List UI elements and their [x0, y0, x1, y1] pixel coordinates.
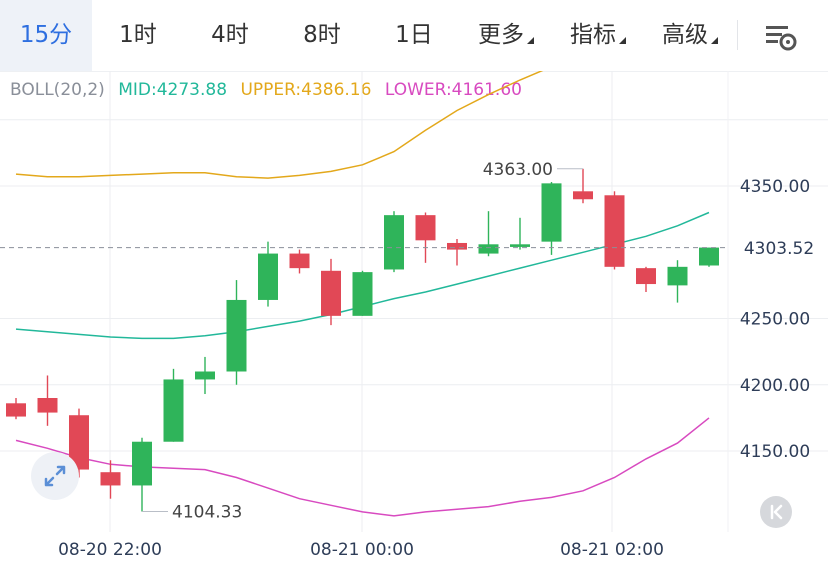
tab-label: 8时	[303, 22, 341, 48]
candle-up	[478, 244, 499, 254]
candle-up	[667, 266, 688, 286]
caret-down-icon	[619, 37, 626, 44]
tab-label: 1日	[395, 22, 433, 48]
candle-up	[510, 244, 530, 247]
timeframe-toolbar: 15分 1时 4时 8时 1日 更多 指标 高级	[0, 0, 828, 72]
candle-down	[321, 270, 341, 316]
tab-label: 4时	[211, 22, 249, 48]
candle-down	[447, 242, 467, 250]
high-annotation: 4363.00	[483, 160, 553, 180]
candle-down	[6, 403, 26, 417]
tab-label: 高级	[662, 22, 708, 48]
candle-up	[195, 371, 215, 380]
tab-1h[interactable]: 1时	[92, 0, 184, 71]
toolbar-divider	[737, 20, 738, 50]
tab-indicators[interactable]: 指标	[552, 0, 644, 71]
low-annotation: 4104.33	[172, 503, 242, 523]
candle-down	[415, 215, 436, 241]
current-price-tag: 4303.52	[730, 236, 828, 262]
candle-down	[636, 268, 656, 285]
y-tick-label: 4200.00	[740, 376, 810, 396]
boll-lower-line	[15, 417, 710, 517]
caret-down-icon	[527, 37, 534, 44]
tab-advanced[interactable]: 高级	[644, 0, 736, 71]
candlestick-chart[interactable]: 4350.00 4250.00 4200.00 4150.00 4363.00 4104.…	[0, 71, 828, 532]
candle-down	[100, 472, 121, 486]
collapse-left-icon[interactable]	[760, 496, 792, 528]
x-tick-label: 08-20 22:00	[58, 540, 162, 560]
tab-15m[interactable]: 15分	[0, 0, 92, 71]
candle-down	[573, 191, 593, 200]
y-tick-label: 4250.00	[740, 310, 810, 330]
candle-up	[226, 299, 247, 372]
x-tick-label: 08-21 00:00	[310, 540, 414, 560]
expand-diagonal-icon[interactable]	[31, 452, 79, 500]
candle-down	[289, 253, 310, 269]
boll-legend: BOLL(20,2) MID:4273.88 UPPER:4386.16 LOW…	[10, 80, 530, 100]
candle-up	[258, 253, 278, 300]
time-axis: 08-20 22:00 08-21 00:00 08-21 02:00	[0, 532, 828, 572]
candle-up	[352, 272, 373, 316]
candle-down	[37, 398, 58, 413]
tab-4h[interactable]: 4时	[184, 0, 276, 71]
candle-up	[541, 183, 562, 242]
chart-settings-icon[interactable]	[760, 18, 800, 54]
tab-1d[interactable]: 1日	[368, 0, 460, 71]
y-tick-label: 4150.00	[740, 442, 810, 462]
x-tick-label: 08-21 02:00	[560, 540, 664, 560]
indicator-mid: MID:4273.88	[118, 80, 228, 100]
tab-label: 指标	[570, 22, 616, 48]
candle-down	[604, 195, 625, 267]
indicator-upper: UPPER:4386.16	[240, 80, 372, 100]
tab-more[interactable]: 更多	[460, 0, 552, 71]
y-tick-label: 4350.00	[740, 177, 810, 197]
tab-8h[interactable]: 8时	[276, 0, 368, 71]
candle-up	[163, 379, 184, 442]
candle-up	[132, 441, 152, 486]
tab-label: 1时	[119, 22, 157, 48]
candle-up	[384, 215, 404, 270]
tab-label: 更多	[478, 22, 524, 48]
tab-label: 15分	[19, 22, 73, 48]
caret-down-icon	[711, 37, 718, 44]
candle-down	[69, 415, 89, 470]
candle-up	[699, 247, 719, 266]
indicator-name: BOLL(20,2)	[10, 80, 105, 100]
boll-upper-line	[15, 71, 544, 179]
